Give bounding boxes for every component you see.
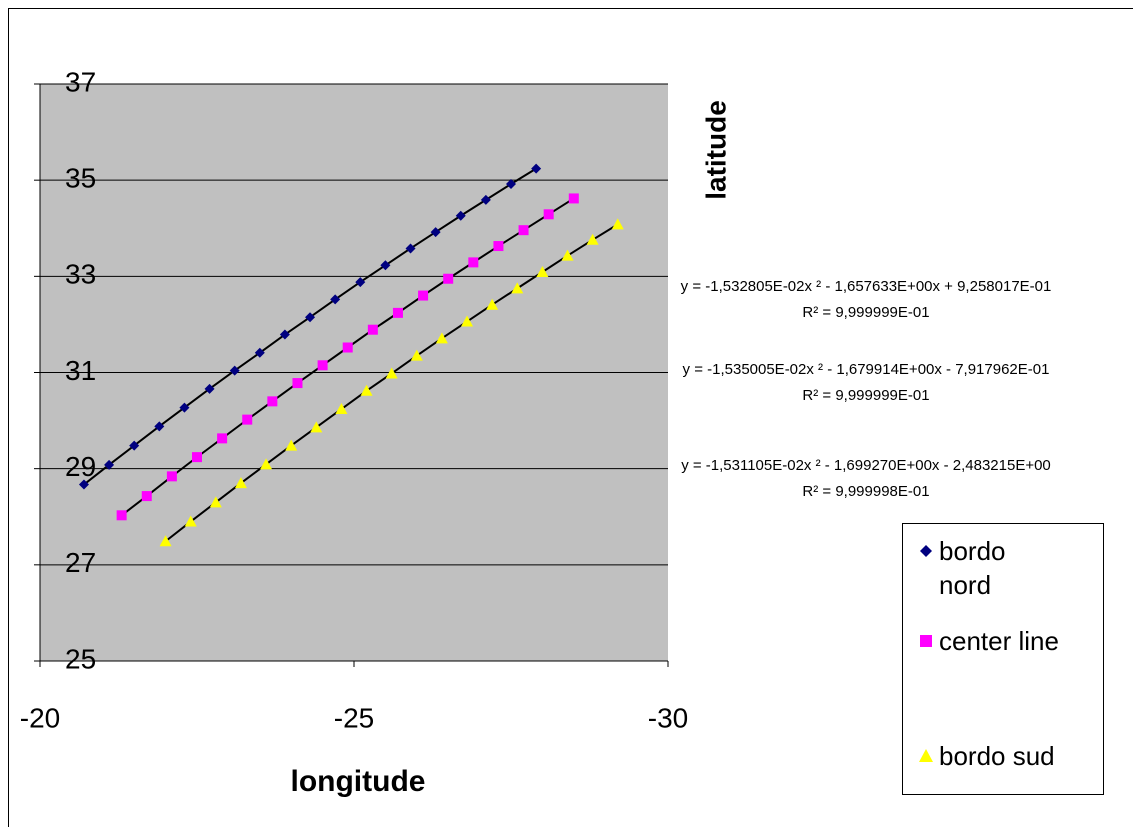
marker bbox=[920, 545, 932, 557]
marker bbox=[355, 277, 366, 288]
marker bbox=[385, 367, 398, 379]
marker bbox=[531, 163, 542, 174]
marker bbox=[455, 210, 466, 221]
marker bbox=[104, 459, 115, 470]
marker bbox=[392, 307, 403, 318]
marker bbox=[279, 329, 290, 340]
marker bbox=[561, 249, 574, 261]
marker bbox=[234, 477, 247, 489]
legend-label: bordo sud bbox=[939, 741, 1055, 771]
trendline-equation: y = -1,532805E-02x ² - 1,657633E+00x + 9… bbox=[681, 278, 1052, 295]
marker bbox=[486, 298, 499, 310]
marker bbox=[242, 414, 253, 425]
y-tick-label: 35 bbox=[65, 163, 96, 194]
marker bbox=[518, 225, 529, 236]
legend: bordo nord center line bordo sud bbox=[902, 523, 1104, 795]
marker bbox=[360, 384, 373, 396]
x-tick-label: -20 bbox=[20, 702, 60, 733]
marker bbox=[310, 421, 323, 433]
marker bbox=[184, 515, 197, 527]
y-axis-title: latitude bbox=[700, 100, 731, 200]
marker bbox=[229, 365, 240, 376]
marker bbox=[468, 257, 479, 268]
marker bbox=[367, 324, 378, 335]
marker bbox=[217, 433, 228, 444]
marker bbox=[116, 510, 127, 521]
marker bbox=[418, 290, 429, 301]
r-squared: R² = 9,999998E-01 bbox=[802, 483, 929, 500]
legend-icon bbox=[919, 749, 933, 762]
marker bbox=[335, 403, 348, 415]
r-squared: R² = 9,999999E-01 bbox=[802, 304, 929, 321]
marker bbox=[568, 193, 579, 204]
y-tick-label: 25 bbox=[65, 643, 96, 674]
legend-label: bordo nord bbox=[939, 536, 1006, 600]
marker bbox=[919, 749, 933, 762]
marker bbox=[506, 179, 516, 190]
marker bbox=[461, 315, 474, 327]
marker bbox=[405, 243, 416, 254]
marker bbox=[154, 421, 165, 432]
marker bbox=[380, 260, 391, 271]
marker bbox=[920, 635, 932, 647]
marker bbox=[430, 227, 441, 238]
marker bbox=[254, 347, 265, 358]
marker bbox=[511, 282, 524, 294]
marker bbox=[543, 209, 554, 220]
marker bbox=[410, 349, 423, 361]
marker bbox=[192, 452, 202, 463]
trendline-equation: y = -1,531105E-02x ² - 1,699270E+00x - 2… bbox=[681, 457, 1051, 474]
marker bbox=[159, 535, 172, 547]
marker bbox=[342, 342, 353, 353]
marker bbox=[305, 312, 316, 323]
marker bbox=[267, 396, 278, 407]
x-tick-label: -30 bbox=[648, 702, 688, 733]
marker bbox=[493, 241, 504, 252]
marker bbox=[141, 491, 152, 502]
trendline-equation: y = -1,535005E-02x ² - 1,679914E+00x - 7… bbox=[683, 361, 1050, 378]
marker bbox=[536, 266, 549, 278]
r-squared: R² = 9,999999E-01 bbox=[802, 387, 929, 404]
marker bbox=[611, 218, 624, 230]
marker bbox=[204, 383, 215, 394]
x-tick-label: -25 bbox=[334, 702, 374, 733]
marker bbox=[209, 496, 222, 508]
legend-icon bbox=[920, 635, 932, 647]
legend-label: center line bbox=[939, 626, 1059, 656]
marker bbox=[480, 194, 491, 205]
y-tick-label: 37 bbox=[65, 66, 96, 97]
marker bbox=[78, 479, 89, 490]
y-tick-label: 31 bbox=[65, 355, 96, 386]
marker bbox=[317, 360, 328, 371]
y-tick-label: 29 bbox=[65, 451, 96, 482]
y-tick-label: 27 bbox=[65, 547, 96, 578]
marker bbox=[330, 294, 341, 305]
marker bbox=[435, 332, 448, 344]
marker bbox=[292, 378, 303, 389]
marker bbox=[179, 402, 190, 413]
marker bbox=[285, 439, 298, 451]
x-axis-title: longitude bbox=[291, 765, 426, 798]
marker bbox=[129, 440, 140, 451]
legend-icon bbox=[920, 545, 932, 557]
marker bbox=[586, 233, 599, 245]
marker bbox=[166, 471, 177, 482]
marker bbox=[260, 458, 273, 470]
marker bbox=[443, 273, 454, 284]
y-tick-label: 33 bbox=[65, 259, 96, 290]
